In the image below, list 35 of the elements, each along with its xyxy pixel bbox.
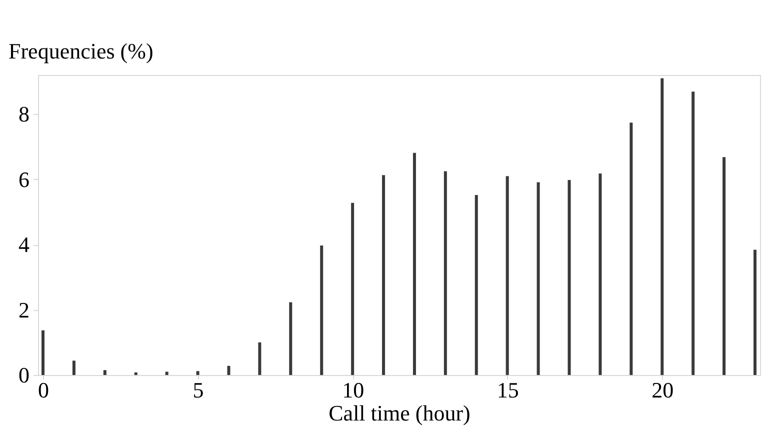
bar	[506, 176, 509, 375]
bar	[42, 330, 44, 375]
bar	[568, 180, 571, 375]
bar	[72, 360, 76, 375]
bar	[660, 78, 664, 375]
bar	[630, 122, 633, 375]
bar	[165, 372, 168, 375]
bar	[474, 195, 478, 375]
bar	[722, 157, 726, 375]
y-axis-title: Frequencies (%)	[8, 38, 154, 64]
y-tick-label: 2	[18, 297, 30, 322]
bar	[258, 342, 262, 375]
bar	[289, 302, 292, 375]
bar	[598, 173, 602, 375]
bar	[227, 366, 230, 375]
y-tick-label: 8	[18, 102, 30, 127]
x-tick-label: 5	[192, 378, 204, 402]
y-tick-label: 4	[18, 232, 30, 258]
bar	[754, 250, 756, 375]
x-tick-label: 0	[38, 378, 49, 402]
bar	[382, 175, 386, 375]
x-tick-label: 15	[496, 378, 519, 402]
bar	[320, 246, 324, 375]
bar	[103, 370, 106, 375]
x-tick-label: 20	[652, 378, 674, 402]
bar	[412, 152, 416, 375]
x-axis-title: Call time (hour)	[328, 400, 470, 426]
x-tick-label: 10	[342, 378, 364, 402]
bar	[134, 372, 138, 375]
bar	[692, 92, 695, 375]
bar	[536, 182, 540, 375]
bar	[196, 371, 200, 375]
bar	[444, 171, 447, 375]
y-tick-label: 6	[18, 166, 30, 192]
bar	[351, 202, 354, 375]
